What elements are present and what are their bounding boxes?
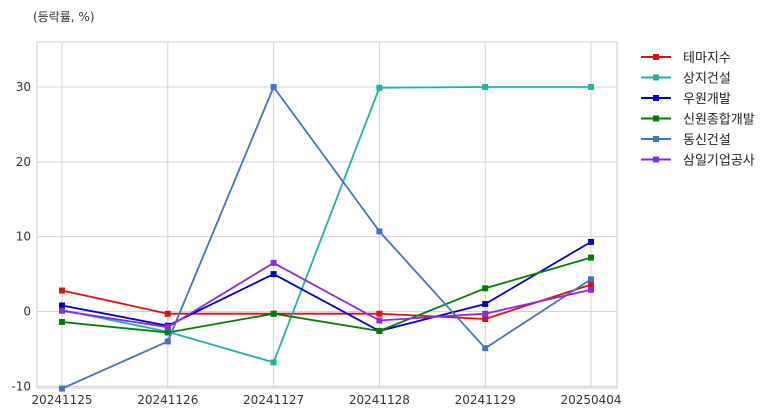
series-marker: [376, 317, 383, 324]
legend-label: 우원개발: [683, 92, 731, 107]
series-line: [61, 86, 592, 390]
legend-marker: [653, 115, 659, 122]
series-line: [61, 86, 591, 364]
series-marker: [270, 310, 277, 317]
series-marker: [164, 338, 171, 345]
series-marker: [482, 285, 489, 292]
x-tick-label: 20241126: [137, 393, 198, 407]
series-marker: [59, 385, 65, 392]
legend-marker: [653, 136, 659, 142]
series-marker: [376, 327, 383, 334]
series-line: [61, 241, 592, 332]
series-line: [61, 261, 592, 329]
series-marker: [59, 318, 65, 325]
y-tick-label: -10: [11, 379, 31, 393]
series-marker: [482, 301, 489, 308]
series-marker: [588, 84, 594, 90]
series-marker: [164, 324, 171, 331]
series-marker: [588, 286, 594, 293]
series-line: [61, 283, 592, 320]
series-marker: [270, 84, 277, 90]
legend-marker: [653, 54, 659, 60]
x-tick-label: 20241129: [455, 393, 516, 407]
series-marker: [164, 310, 171, 317]
series-marker: [59, 302, 65, 309]
y-tick-label: 10: [16, 230, 31, 244]
legend-marker: [653, 156, 659, 163]
legend-label: 신원종합개발: [683, 113, 755, 128]
legend-marker: [653, 95, 659, 101]
series-marker: [270, 259, 277, 266]
series-marker: [482, 315, 489, 322]
series-marker: [482, 345, 489, 352]
series-marker: [376, 310, 383, 317]
legend-label: 삼일기업공사: [683, 154, 755, 169]
series-marker: [588, 281, 594, 288]
series-marker: [588, 238, 594, 245]
legend-marker: [653, 74, 659, 81]
series-marker: [376, 228, 383, 235]
y-tick-label: 0: [23, 305, 31, 319]
series-marker: [164, 329, 171, 336]
y-tick-label: 20: [16, 155, 31, 169]
series-marker: [588, 254, 594, 261]
x-tick-label: 20241128: [349, 393, 410, 407]
series-marker: [376, 84, 383, 91]
series-marker: [588, 276, 594, 283]
legend-label: 상지건설: [683, 72, 731, 87]
x-tick-label: 20250404: [560, 393, 621, 407]
series-line: [61, 256, 592, 334]
plot-area: [36, 41, 618, 389]
x-tick-label: 20241125: [31, 393, 92, 407]
series-marker: [59, 287, 65, 294]
series-marker: [270, 359, 277, 366]
x-tick-label: 20241127: [243, 393, 304, 407]
unit-label: (등락률, %): [33, 10, 95, 24]
series-marker: [482, 84, 489, 90]
series-marker: [270, 271, 277, 278]
series-marker: [482, 310, 489, 317]
series-marker: [59, 307, 65, 314]
y-tick-label: 30: [16, 80, 31, 94]
legend-label: 동신건설: [683, 133, 731, 148]
legend-label: 테마지수: [683, 51, 731, 66]
